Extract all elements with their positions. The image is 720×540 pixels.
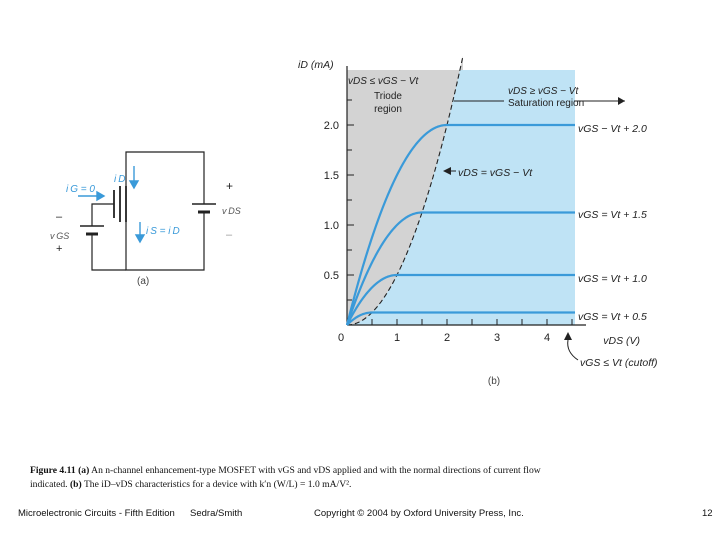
series-label: vGS = Vt + 0.5 xyxy=(578,311,647,323)
current-arrows xyxy=(78,166,146,244)
vgs-label: v GS xyxy=(50,231,69,241)
cutoff-pointer-head xyxy=(564,332,572,340)
id-curve-series xyxy=(345,211,575,326)
circuit-labels: i G = 0 i D i S = i D xyxy=(66,174,180,237)
triode-condition: vDS ≤ vGS − Vt xyxy=(348,76,419,87)
wire-bottom xyxy=(125,212,205,271)
triode-saturation-boundary xyxy=(346,55,464,326)
triode-region-fill xyxy=(347,55,463,326)
id-curve-series xyxy=(346,273,575,326)
y-tick-label: 1.0 xyxy=(324,220,339,232)
figure-4-11: i G = 0 i D i S = i D + v DS – – v GS + … xyxy=(50,55,658,387)
plus-side: + xyxy=(56,243,62,255)
panel-b-label: (b) xyxy=(488,376,500,387)
saturation-arrow-head xyxy=(618,97,625,105)
footer-book-title: Microelectronic Circuits - Fifth Edition xyxy=(18,508,175,519)
saturation-label: Saturation region xyxy=(508,98,584,109)
boundary-pointer-head xyxy=(443,167,451,175)
wire-top xyxy=(125,151,205,204)
caption-part-a-text: An n-channel enhancement-type MOSFET wit… xyxy=(30,465,541,490)
is-arrow-head xyxy=(134,234,146,244)
minus-side: – xyxy=(56,211,63,223)
saturation-condition: vDS ≥ vGS − Vt xyxy=(508,86,579,97)
is-label: i S = i D xyxy=(146,226,180,237)
triode-label-line2: region xyxy=(374,104,402,115)
caption-part-b-tag: (b) xyxy=(69,479,82,490)
x-tick-label: 3 xyxy=(494,332,500,344)
ig-arrow-head xyxy=(96,190,106,202)
y-axis-title: iD (mA) xyxy=(298,59,334,71)
series-label: vGS = Vt + 1.0 xyxy=(578,273,647,285)
x-tick-label: 0 xyxy=(338,332,344,344)
x-tick-label: 1 xyxy=(394,332,400,344)
panel-a-label: (a) xyxy=(137,276,149,287)
minus-top: – xyxy=(226,229,233,241)
x-axis-title: vDS (V) xyxy=(603,335,640,347)
y-tick-label: 2.0 xyxy=(324,120,339,132)
circuit-voltage-labels: + v DS – – v GS + xyxy=(50,179,241,255)
id-curve-series xyxy=(345,123,575,326)
caption-figure-number: Figure 4.11 xyxy=(30,465,76,476)
ig-label: i G = 0 xyxy=(66,184,95,195)
y-tick-label: 0.5 xyxy=(324,270,339,282)
plus-top: + xyxy=(226,179,233,193)
gate-return-wire xyxy=(91,234,126,271)
series-label: vGS = Vt + 1.5 xyxy=(578,209,647,221)
gate-lead xyxy=(91,203,114,226)
cutoff-pointer xyxy=(567,339,579,361)
boundary-label: vDS = vGS − Vt xyxy=(458,167,533,179)
id-vds-chart: 0.5 1.0 1.5 2.0 0 1 2 3 4 iD (mA) vDS (V) vGS − Vt … xyxy=(298,55,658,387)
circuit-panel-a xyxy=(80,151,216,271)
figure-caption: Figure 4.11 (a) An n-channel enhancement… xyxy=(30,464,570,492)
footer-page-number: 12 xyxy=(702,508,713,519)
cutoff-label: vGS ≤ Vt (cutoff) xyxy=(580,357,658,369)
series-label: vGS − Vt + 2.0 xyxy=(578,123,647,135)
id-arrow-head xyxy=(128,180,140,190)
vds-label: v DS xyxy=(222,206,241,216)
id-curve-series xyxy=(346,311,575,326)
caption-part-a-tag: (a) xyxy=(78,465,90,476)
id-label: i D xyxy=(114,174,125,185)
y-tick-label: 1.5 xyxy=(324,170,339,182)
footer-copyright: Copyright © 2004 by Oxford University Pr… xyxy=(314,508,524,519)
x-tick-label: 2 xyxy=(444,332,450,344)
footer-authors: Sedra/Smith xyxy=(190,508,243,519)
x-tick-label: 4 xyxy=(544,332,550,344)
triode-label-line1: Triode xyxy=(374,91,402,102)
caption-part-b-text: The iD–vDS characteristics for a device … xyxy=(83,479,352,490)
